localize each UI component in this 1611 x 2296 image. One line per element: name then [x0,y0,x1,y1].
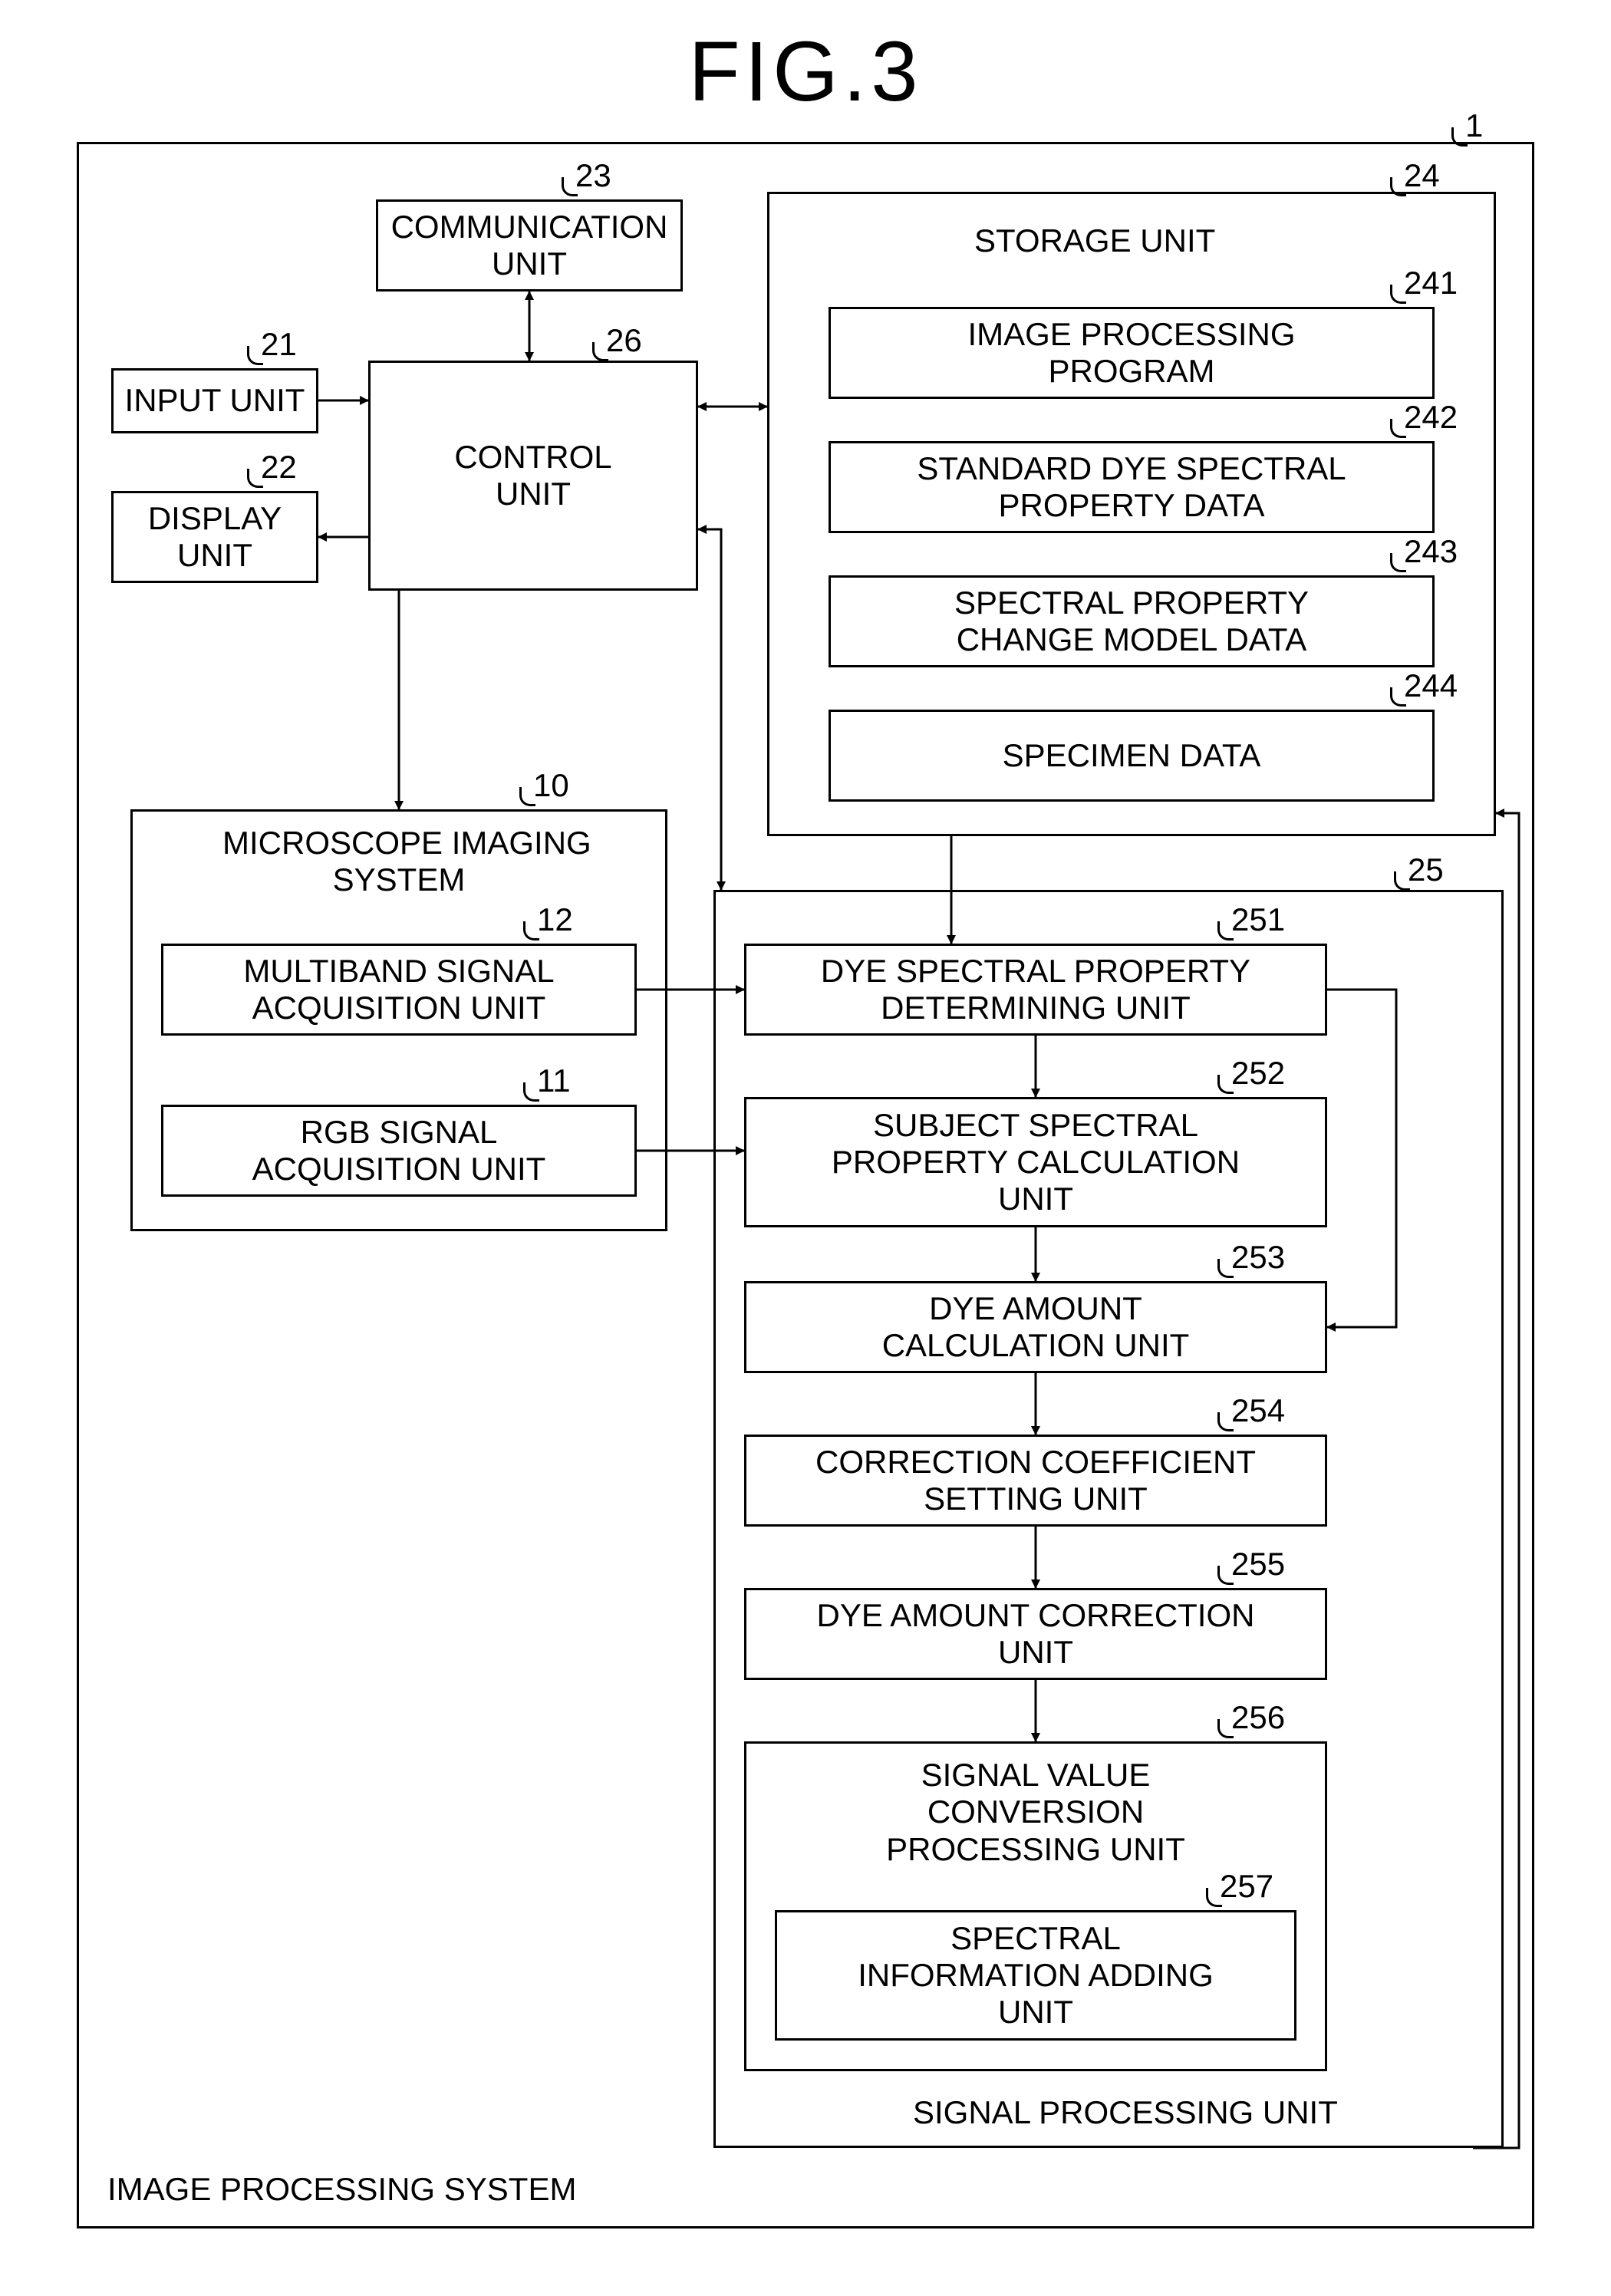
ref-256: 256 [1231,1699,1285,1736]
image-processing-program-label: IMAGE PROCESSING PROGRAM [967,316,1295,390]
spectral-info-adding: SPECTRAL INFORMATION ADDING UNIT [775,1910,1296,2041]
ref-252: 252 [1231,1055,1285,1092]
spectral-property-change-model-label: SPECTRAL PROPERTY CHANGE MODEL DATA [954,585,1309,659]
ref-257: 257 [1220,1868,1273,1905]
multiband-label: MULTIBAND SIGNAL ACQUISITION UNIT [243,953,554,1027]
dye-amount-correction-label: DYE AMOUNT CORRECTION UNIT [817,1597,1255,1672]
ref-11: 11 [537,1062,571,1099]
storage-unit-label: STORAGE UNIT [974,222,1215,259]
subject-spectral-calc-label: SUBJECT SPECTRAL PROPERTY CALCULATION UN… [832,1107,1240,1218]
signal-value-conversion-label: SIGNAL VALUE CONVERSION PROCESSING UNIT [829,1757,1243,1868]
spectral-property-change-model: SPECTRAL PROPERTY CHANGE MODEL DATA [829,575,1435,667]
signal-processing-unit-label: SIGNAL PROCESSING UNIT [913,2094,1338,2131]
ref-12: 12 [537,901,573,938]
control-unit-label: CONTROL UNIT [454,439,611,513]
ref-255: 255 [1231,1546,1285,1583]
dye-amount-calc-label: DYE AMOUNT CALCULATION UNIT [882,1290,1190,1365]
rgb-label: RGB SIGNAL ACQUISITION UNIT [252,1114,546,1188]
input-unit: INPUT UNIT [111,368,318,433]
ref-242: 242 [1404,399,1458,436]
correction-coeff-setting: CORRECTION COEFFICIENT SETTING UNIT [744,1435,1327,1527]
ref-25: 25 [1408,852,1444,888]
ref-22: 22 [261,449,297,486]
control-unit: CONTROL UNIT [368,361,698,591]
ref-254: 254 [1231,1392,1285,1429]
dye-spectral-determining-label: DYE SPECTRAL PROPERTY DETERMINING UNIT [821,953,1250,1027]
spectral-info-adding-label: SPECTRAL INFORMATION ADDING UNIT [858,1920,1214,2031]
ref-26: 26 [606,322,642,359]
dye-amount-correction: DYE AMOUNT CORRECTION UNIT [744,1588,1327,1680]
specimen-data: SPECIMEN DATA [829,710,1435,802]
ref-244: 244 [1404,667,1458,704]
figure-title: FIG.3 [0,23,1611,120]
ref-24: 24 [1404,157,1440,194]
standard-dye-spectral-label: STANDARD DYE SPECTRAL PROPERTY DATA [917,450,1346,525]
page: FIG.3 IMAGE PROCESSING SYSTEM 1 INPUT UN… [0,0,1611,2296]
display-unit-label: DISPLAY UNIT [148,500,282,575]
ref-23: 23 [575,157,611,194]
image-processing-system-label: IMAGE PROCESSING SYSTEM [107,2171,576,2208]
ref-1: 1 [1465,107,1483,144]
ref-253: 253 [1231,1239,1285,1276]
standard-dye-spectral: STANDARD DYE SPECTRAL PROPERTY DATA [829,441,1435,533]
ref-10: 10 [533,767,569,804]
image-processing-program: IMAGE PROCESSING PROGRAM [829,307,1435,399]
ref-21: 21 [261,326,297,363]
display-unit: DISPLAY UNIT [111,491,318,583]
ref-241: 241 [1404,265,1458,301]
subject-spectral-calc: SUBJECT SPECTRAL PROPERTY CALCULATION UN… [744,1097,1327,1227]
multiband-signal-acquisition: MULTIBAND SIGNAL ACQUISITION UNIT [161,944,637,1036]
ref-243: 243 [1404,533,1458,570]
dye-amount-calc: DYE AMOUNT CALCULATION UNIT [744,1281,1327,1373]
ref-251: 251 [1231,901,1285,938]
correction-coeff-setting-label: CORRECTION COEFFICIENT SETTING UNIT [815,1444,1256,1518]
rgb-signal-acquisition: RGB SIGNAL ACQUISITION UNIT [161,1105,637,1197]
communication-unit: COMMUNICATION UNIT [376,199,683,292]
dye-spectral-determining: DYE SPECTRAL PROPERTY DETERMINING UNIT [744,944,1327,1036]
specimen-data-label: SPECIMEN DATA [1003,737,1261,774]
microscope-system-label: MICROSCOPE IMAGING SYSTEM [222,825,575,899]
input-unit-label: INPUT UNIT [125,382,305,419]
communication-unit-label: COMMUNICATION UNIT [391,209,668,283]
